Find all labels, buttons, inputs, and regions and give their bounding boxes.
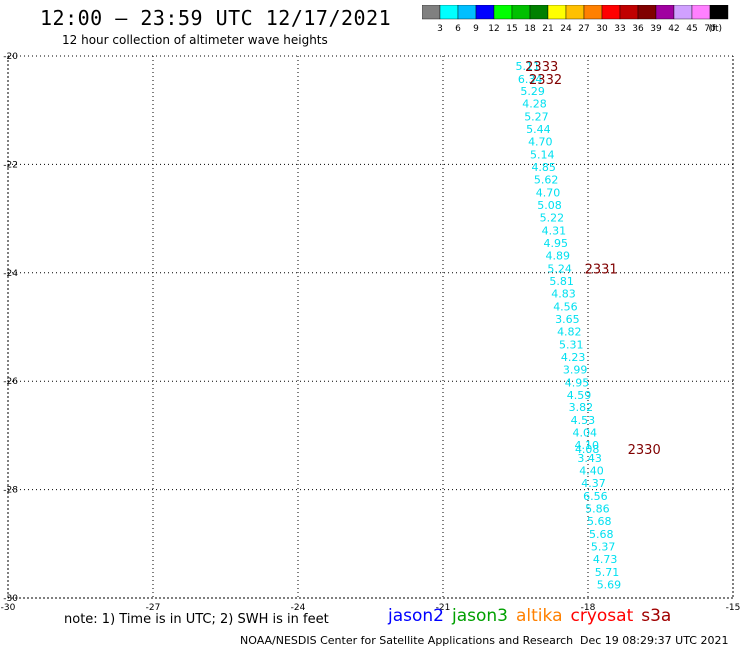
wave-height-label: 4.59	[567, 389, 592, 402]
wave-height-label: 5.24	[547, 262, 572, 275]
wave-height-label: 4.89	[545, 249, 570, 262]
pass-time-label: 2331	[585, 262, 618, 277]
wave-height-label: 5.37	[591, 541, 616, 554]
map-title: 12:00 – 23:59 UTC 12/17/2021	[40, 6, 392, 30]
wave-height-label: 4.85	[531, 161, 556, 174]
wave-height-label: 3.65	[555, 313, 580, 326]
wave-height-label: 5.44	[526, 123, 551, 136]
satellite-altika: altika	[516, 606, 563, 626]
wave-height-label: 5.14	[530, 149, 555, 162]
wave-height-label: 4.95	[544, 237, 569, 250]
lat-tick-label: -22	[3, 160, 18, 170]
wave-height-label: 4.40	[579, 465, 604, 478]
scale-label: 18	[524, 24, 536, 34]
wave-height-label: 3.82	[569, 401, 594, 414]
wave-height-label: 5.81	[549, 275, 574, 288]
lon-tick-label: -18	[581, 603, 596, 613]
wave-height-label: 5.86	[585, 503, 610, 516]
scale-label: 3	[437, 24, 443, 34]
wave-height-label: 4.31	[542, 225, 567, 238]
lat-tick-label: -20	[3, 52, 18, 62]
wave-height-label: 4.08	[575, 443, 600, 456]
lat-tick-label: -26	[3, 377, 18, 387]
scale-label: 6	[455, 24, 461, 34]
scale-label: 36	[632, 24, 644, 34]
generated-timestamp: Dec 19 08:29:37 UTC 2021	[580, 634, 729, 647]
scale-label: 42	[668, 24, 679, 34]
wave-height-label: 5.11	[516, 60, 541, 73]
satellite-jason3: jason3	[452, 606, 508, 626]
scale-swatch	[709, 5, 729, 20]
lat-tick-label: -24	[3, 269, 18, 279]
wave-height-label: 5.31	[559, 338, 584, 351]
wave-height-label: 4.53	[571, 414, 596, 427]
lon-tick-label: -15	[726, 603, 740, 613]
footnote: note: 1) Time is in UTC; 2) SWH is in fe…	[64, 612, 329, 627]
wave-height-label: 3.99	[563, 363, 588, 376]
satellite-cryosat: cryosat	[570, 606, 634, 626]
wave-height-label: 5.27	[524, 111, 549, 124]
satellite-jason2: jason2	[388, 606, 444, 626]
wave-height-label: 5.22	[540, 212, 565, 225]
scale-label: 12	[488, 24, 499, 34]
satellite-s3a: s3a	[641, 606, 672, 626]
scale-label: 24	[560, 24, 572, 34]
wave-height-label: 5.68	[587, 515, 612, 528]
satellite-legend: jason2 jason3 altika cryosat s3a	[388, 606, 679, 626]
wave-height-label: 5.68	[589, 528, 614, 541]
lon-tick-label: -21	[436, 603, 451, 613]
lon-tick-label: -30	[1, 603, 16, 613]
wave-height-label: 4.04	[573, 427, 598, 440]
wave-height-label: 5.29	[520, 85, 545, 98]
wave-height-label: 5.69	[597, 578, 622, 591]
wave-height-label: 6.34	[518, 73, 543, 86]
wave-height-label: 4.56	[553, 300, 578, 313]
pass-time-label: 2332	[529, 73, 562, 88]
wave-height-label: 6.56	[583, 490, 608, 503]
scale-label: 27	[578, 24, 589, 34]
lon-tick-label: -24	[291, 603, 306, 613]
scale-label: 45	[686, 24, 697, 34]
wave-height-label: 5.08	[537, 199, 562, 212]
scale-label: 33	[614, 24, 625, 34]
pass-time-label: 2330	[628, 443, 661, 458]
wave-height-label: 4.37	[581, 477, 606, 490]
map-frame	[7, 55, 734, 599]
wave-height-label: 4.95	[565, 376, 590, 389]
wave-height-color-scale: 3 6 9 12 15 18 21 24 27 30 33 36 39 42 45 70(ft)	[422, 5, 729, 34]
wave-height-label: 3.43	[577, 452, 602, 465]
scale-label: 39	[650, 24, 662, 34]
scale-unit: (ft)	[708, 24, 722, 34]
wave-height-label: 4.70	[536, 187, 561, 200]
wave-height-label: 5.71	[595, 566, 620, 579]
scale-label: 70	[704, 24, 716, 34]
wave-height-label: 4.83	[551, 287, 576, 300]
wave-height-label: 4.82	[557, 325, 582, 338]
wave-height-label: 4.28	[522, 98, 547, 111]
wave-height-label: 4.73	[593, 553, 618, 566]
pass-time-label: 2333	[525, 60, 558, 75]
wave-height-label: 4.23	[561, 351, 586, 364]
wave-height-label: 5.62	[534, 174, 559, 187]
scale-label: 21	[542, 24, 553, 34]
lon-tick-label: -27	[146, 603, 161, 613]
wave-height-label: 4.10	[574, 439, 599, 452]
scale-label: 15	[506, 24, 517, 34]
credit-line: NOAA/NESDIS Center for Satellite Applica…	[240, 634, 574, 647]
scale-label: 9	[473, 24, 479, 34]
scale-label: 30	[596, 24, 608, 34]
lat-tick-label: -28	[3, 486, 18, 496]
lat-tick-label: -30	[3, 594, 18, 604]
wave-height-label: 4.70	[528, 136, 553, 149]
map-subtitle: 12 hour collection of altimeter wave hei…	[62, 33, 328, 47]
